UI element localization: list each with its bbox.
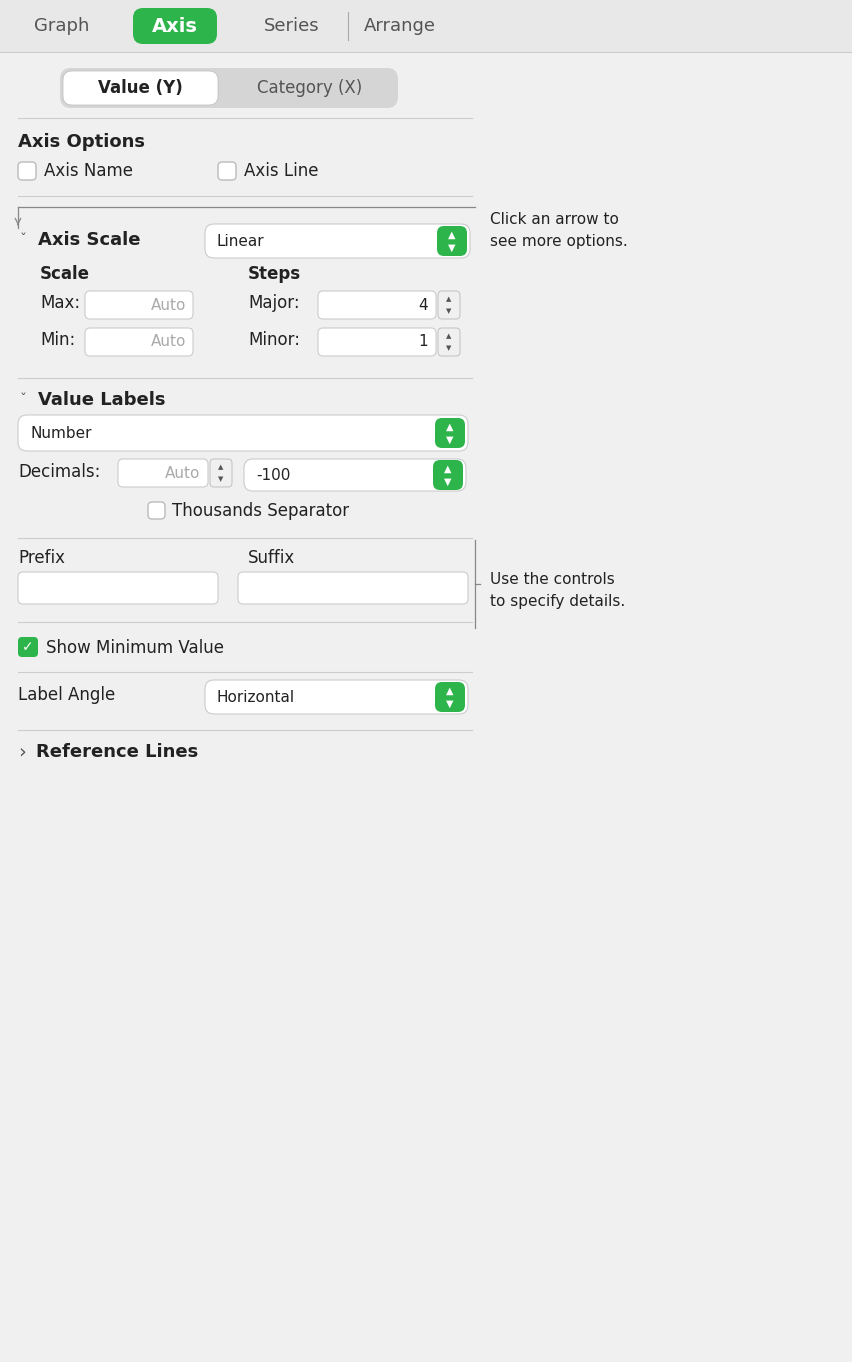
Text: Click an arrow to
see more options.: Click an arrow to see more options. <box>490 212 628 249</box>
Text: Thousands Separator: Thousands Separator <box>172 503 349 520</box>
FancyBboxPatch shape <box>18 415 468 451</box>
FancyBboxPatch shape <box>433 460 463 490</box>
Text: ▲: ▲ <box>446 421 454 432</box>
Text: Value (Y): Value (Y) <box>98 79 182 97</box>
Text: ▼: ▼ <box>446 434 454 444</box>
Text: ▲: ▲ <box>446 296 452 302</box>
Text: Suffix: Suffix <box>248 549 296 567</box>
Text: ▼: ▼ <box>218 477 224 482</box>
Text: ▼: ▼ <box>446 308 452 315</box>
Text: Arrange: Arrange <box>364 16 436 35</box>
Text: Series: Series <box>264 16 320 35</box>
Text: Axis Scale: Axis Scale <box>38 232 141 249</box>
Text: Use the controls
to specify details.: Use the controls to specify details. <box>490 572 625 609</box>
Text: ▼: ▼ <box>444 477 452 486</box>
FancyBboxPatch shape <box>210 459 232 488</box>
FancyBboxPatch shape <box>205 223 470 257</box>
FancyBboxPatch shape <box>318 328 436 355</box>
FancyBboxPatch shape <box>63 71 218 105</box>
Text: Decimals:: Decimals: <box>18 463 101 481</box>
Text: -100: -100 <box>256 467 291 482</box>
FancyBboxPatch shape <box>85 291 193 319</box>
Text: Label Angle: Label Angle <box>18 686 115 704</box>
FancyBboxPatch shape <box>60 68 398 108</box>
FancyBboxPatch shape <box>148 503 165 519</box>
FancyBboxPatch shape <box>18 572 218 603</box>
FancyBboxPatch shape <box>435 682 465 712</box>
FancyBboxPatch shape <box>244 459 466 490</box>
FancyBboxPatch shape <box>205 680 468 714</box>
FancyBboxPatch shape <box>437 226 467 256</box>
Text: ▲: ▲ <box>444 463 452 474</box>
FancyBboxPatch shape <box>133 8 217 44</box>
Text: Max:: Max: <box>40 294 80 312</box>
Text: Axis Line: Axis Line <box>244 162 319 180</box>
FancyBboxPatch shape <box>438 328 460 355</box>
Text: ▲: ▲ <box>446 685 454 696</box>
Text: ✓: ✓ <box>22 640 34 654</box>
Text: Auto: Auto <box>151 297 186 312</box>
Text: ▲: ▲ <box>446 332 452 339</box>
Text: Value Labels: Value Labels <box>38 391 165 409</box>
Text: Axis Name: Axis Name <box>44 162 133 180</box>
Text: ▲: ▲ <box>448 229 456 240</box>
FancyBboxPatch shape <box>218 162 236 180</box>
Text: Linear: Linear <box>217 233 265 248</box>
FancyBboxPatch shape <box>438 291 460 319</box>
Text: Steps: Steps <box>248 266 301 283</box>
Text: ›: › <box>18 742 26 761</box>
Text: Number: Number <box>30 425 91 440</box>
Text: Axis: Axis <box>152 16 198 35</box>
Text: 1: 1 <box>418 335 428 350</box>
Text: Auto: Auto <box>151 335 186 350</box>
FancyBboxPatch shape <box>85 328 193 355</box>
Text: Graph: Graph <box>34 16 89 35</box>
Text: ˇ: ˇ <box>20 233 27 247</box>
Text: Reference Lines: Reference Lines <box>36 744 199 761</box>
Text: Axis Options: Axis Options <box>18 133 145 151</box>
Text: Min:: Min: <box>40 331 75 349</box>
FancyBboxPatch shape <box>0 0 852 52</box>
FancyBboxPatch shape <box>118 459 208 488</box>
Text: ▼: ▼ <box>448 242 456 252</box>
Text: Category (X): Category (X) <box>257 79 363 97</box>
Text: Prefix: Prefix <box>18 549 65 567</box>
Text: ▼: ▼ <box>446 345 452 351</box>
Text: ˇ: ˇ <box>20 394 27 407</box>
Text: Major:: Major: <box>248 294 300 312</box>
FancyBboxPatch shape <box>238 572 468 603</box>
FancyBboxPatch shape <box>18 162 36 180</box>
Text: ▲: ▲ <box>218 464 224 470</box>
Text: ▼: ▼ <box>446 699 454 708</box>
FancyBboxPatch shape <box>18 637 38 656</box>
Text: Show Minimum Value: Show Minimum Value <box>46 639 224 656</box>
FancyBboxPatch shape <box>435 418 465 448</box>
Text: Auto: Auto <box>164 466 200 481</box>
Text: Scale: Scale <box>40 266 90 283</box>
Text: 4: 4 <box>418 297 428 312</box>
FancyBboxPatch shape <box>318 291 436 319</box>
Text: Minor:: Minor: <box>248 331 300 349</box>
Text: Horizontal: Horizontal <box>217 689 295 704</box>
